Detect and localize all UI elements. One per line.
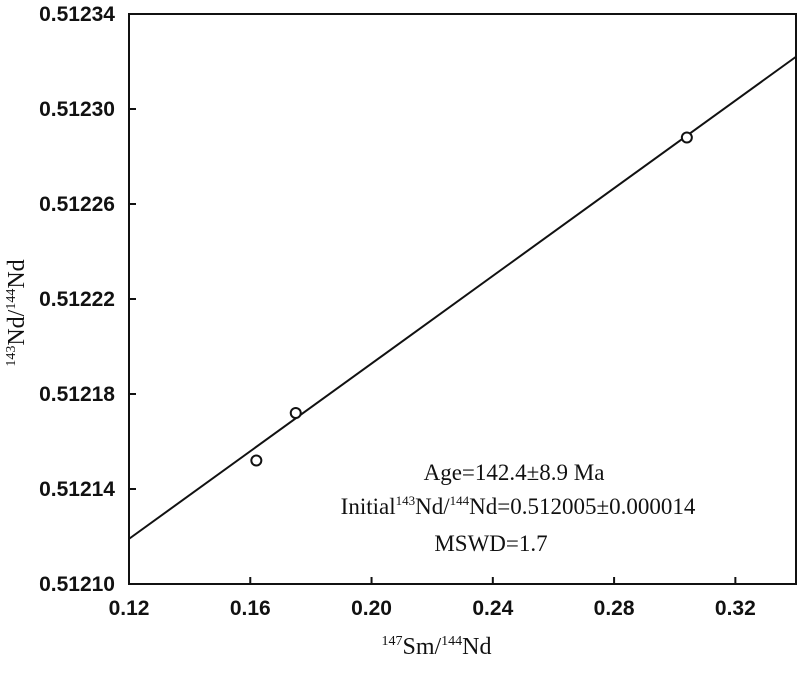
x-tick-label-0: 0.12: [109, 597, 150, 620]
x-tick-label-4: 0.28: [594, 597, 635, 620]
x-tick-labels: 0.12 0.16 0.20 0.24 0.28 0.32: [109, 597, 756, 620]
y-tick-label-3: 0.51222: [39, 288, 115, 311]
x-tick-label-1: 0.16: [230, 597, 271, 620]
x-tick-label-5: 0.32: [715, 597, 756, 620]
x-tick-label-3: 0.24: [472, 597, 513, 620]
age-annotation: Age=142.4±8.9 Ma: [424, 460, 605, 485]
x-axis-title: 147Sm/144Nd: [381, 634, 491, 660]
y-tick-label-2: 0.51218: [39, 383, 115, 406]
y-axis-title: 143Nd/144Nd: [4, 259, 30, 366]
y-tick-labels: 0.51210 0.51214 0.51218 0.51222 0.51226 0.512…: [39, 3, 115, 596]
initial-ratio-annotation: Initial143Nd/144Nd=0.512005±0.000014: [341, 493, 696, 519]
y-tick-label-0: 0.51210: [39, 573, 115, 596]
data-point-0: [250, 454, 263, 467]
tick-marks: [128, 13, 737, 585]
x-tick-label-2: 0.20: [351, 597, 392, 620]
data-point-2: [680, 131, 693, 144]
y-tick-label-5: 0.51230: [39, 98, 115, 121]
mswd-annotation: MSWD=1.7: [434, 531, 547, 556]
y-tick-label-6: 0.51234: [39, 3, 115, 26]
data-points: [250, 131, 693, 467]
data-point-1: [289, 407, 302, 419]
y-tick-label-1: 0.51214: [39, 478, 115, 501]
y-tick-label-4: 0.51226: [39, 193, 115, 216]
